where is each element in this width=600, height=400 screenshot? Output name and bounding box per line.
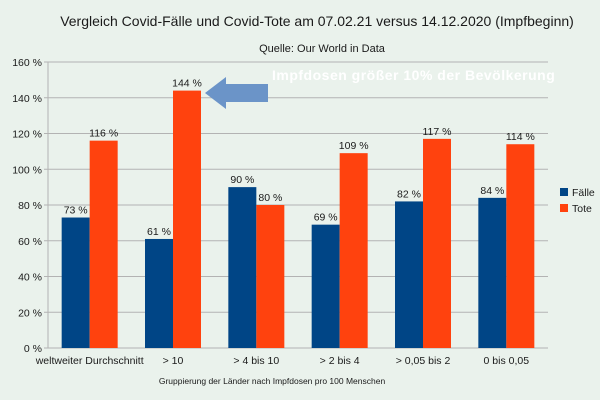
value-labels: 73 % 116 % 61 % 144 % 90 % 80 % 69 % 109 % 82 % 1… (64, 78, 535, 238)
x-tick-label: > 4 bis 10 (233, 355, 279, 367)
x-tick-label: weltweiter Durchschnitt (35, 355, 144, 367)
bar-tote (506, 144, 535, 348)
data-label: 117 % (423, 126, 452, 138)
x-tick-label: > 2 bis 4 (320, 355, 360, 367)
bar-tote (89, 140, 118, 348)
y-tick-label: 20 % (18, 307, 42, 319)
y-tick-label: 40 % (18, 272, 42, 284)
bar-tote (423, 138, 451, 348)
legend-label: Tote (572, 203, 592, 215)
grid (44, 61, 548, 349)
y-tick-label: 120 % (12, 129, 42, 141)
bar-faelle (311, 224, 340, 348)
y-tick-label: 160 % (12, 57, 42, 69)
legend: Fälle Tote (560, 187, 595, 215)
data-label: 69 % (314, 212, 338, 224)
chart-subtitle: Quelle: Our World in Data (259, 43, 386, 55)
data-label: 73 % (64, 205, 88, 217)
y-tick-label: 0 % (24, 343, 42, 355)
bar-faelle (395, 201, 423, 348)
bar-faelle (61, 217, 90, 348)
annotation-text: Impfdosen größer 10% der Bevölkerung (272, 67, 555, 83)
annotation-arrow (205, 77, 268, 109)
data-label: 84 % (480, 185, 504, 197)
data-label: 80 % (258, 192, 282, 204)
data-label: 82 % (397, 188, 421, 200)
data-label: 144 % (172, 78, 202, 90)
legend-swatch (560, 204, 568, 212)
data-label: 61 % (147, 226, 171, 238)
y-axis-ticks: 0 % 20 % 40 % 60 % 80 % 100 % 120 % 140 % 160 % (12, 57, 42, 355)
data-label: 114 % (506, 131, 535, 143)
data-label: 109 % (339, 140, 369, 152)
x-tick-label: 0 bis 0,05 (484, 355, 530, 367)
bars (61, 90, 535, 348)
bar-faelle (145, 238, 173, 348)
chart-title: Vergleich Covid-Fälle und Covid-Tote am … (60, 13, 574, 29)
bar-faelle (478, 197, 507, 348)
data-label: 90 % (230, 174, 254, 186)
legend-swatch (560, 188, 568, 196)
x-tick-label: > 0,05 bis 2 (396, 355, 451, 367)
y-tick-label: 60 % (18, 236, 42, 248)
x-axis-label: Gruppierung der Länder nach Impfdosen pr… (159, 376, 386, 386)
bar-tote (339, 153, 368, 348)
legend-label: Fälle (572, 187, 595, 199)
x-tick-label: > 10 (163, 355, 184, 367)
bar-tote (256, 205, 285, 348)
annotation: Impfdosen größer 10% der Bevölkerung (205, 67, 555, 109)
y-tick-label: 140 % (12, 93, 42, 105)
bar-faelle (228, 187, 257, 348)
data-label: 116 % (89, 128, 118, 140)
y-tick-label: 100 % (12, 164, 42, 176)
x-axis-categories: weltweiter Durchschnitt > 10 > 4 bis 10 > 2… (35, 355, 530, 367)
bar-tote (173, 90, 201, 348)
y-tick-label: 80 % (18, 200, 42, 212)
